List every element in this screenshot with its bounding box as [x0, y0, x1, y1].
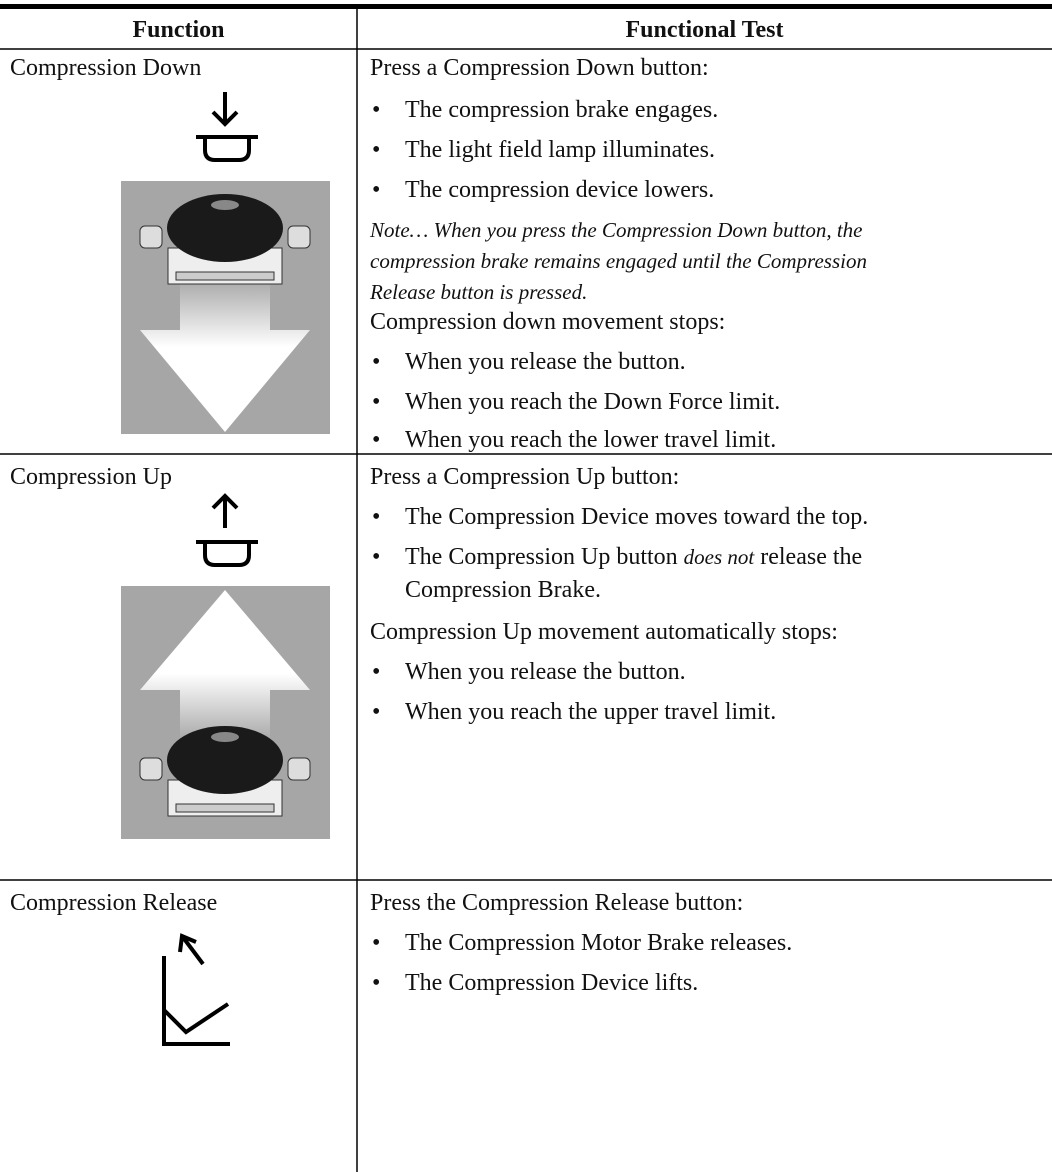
bullet: • [372, 97, 381, 123]
down-illustration [121, 181, 330, 434]
bullet: • [372, 659, 381, 685]
step: When you release the button. [405, 349, 686, 375]
bullet: • [372, 427, 381, 453]
step: The light field lamp illuminates. [405, 137, 715, 163]
lead-text: Compression Up movement automatically st… [370, 619, 838, 645]
bullet: • [372, 930, 381, 956]
note-line: compression brake remains engaged until … [370, 249, 867, 273]
step-text: release the [754, 544, 863, 570]
bullet: • [372, 349, 381, 375]
function-name: Compression Down [10, 55, 202, 81]
step: The Compression Device moves toward the … [405, 504, 869, 530]
step-emphasis: does not [683, 545, 755, 569]
lead-text: Press a Compression Down button: [370, 55, 709, 81]
note-line: Release button is pressed. [370, 280, 588, 304]
lead-text: Press the Compression Release button: [370, 890, 744, 916]
bullet: • [372, 389, 381, 415]
note-line: Note… When you press the Compression Dow… [370, 218, 863, 242]
bullet: • [372, 544, 381, 570]
bullet: • [372, 177, 381, 203]
step: The Compression Motor Brake releases. [405, 930, 793, 956]
step: When you reach the Down Force limit. [405, 389, 781, 415]
step: The compression device lowers. [405, 177, 715, 203]
bullet: • [372, 137, 381, 163]
step: The compression brake engages. [405, 97, 719, 123]
release-icon [162, 933, 230, 1046]
step-text: The Compression Up button [405, 544, 684, 570]
lead-text: Compression down movement stops: [370, 309, 726, 335]
up-illustration [121, 586, 330, 839]
bullet: • [372, 970, 381, 996]
top-rule [0, 4, 1052, 9]
down-icon [196, 92, 258, 162]
function-name: Compression Release [10, 890, 218, 916]
function-name: Compression Up [10, 464, 172, 490]
step: Compression Brake. [405, 577, 601, 603]
up-icon [196, 493, 258, 567]
lead-text: Press a Compression Up button: [370, 464, 680, 490]
bullet: • [372, 504, 381, 530]
header-cell: Functional Test [625, 17, 784, 43]
step: When you reach the lower travel limit. [405, 427, 777, 453]
header-cell: Function [132, 17, 225, 43]
step: When you reach the upper travel limit. [405, 699, 777, 725]
step: The Compression Up button does not relea… [405, 542, 862, 572]
bullet: • [372, 699, 381, 725]
step: The Compression Device lifts. [405, 970, 699, 996]
step: When you release the button. [405, 659, 686, 685]
